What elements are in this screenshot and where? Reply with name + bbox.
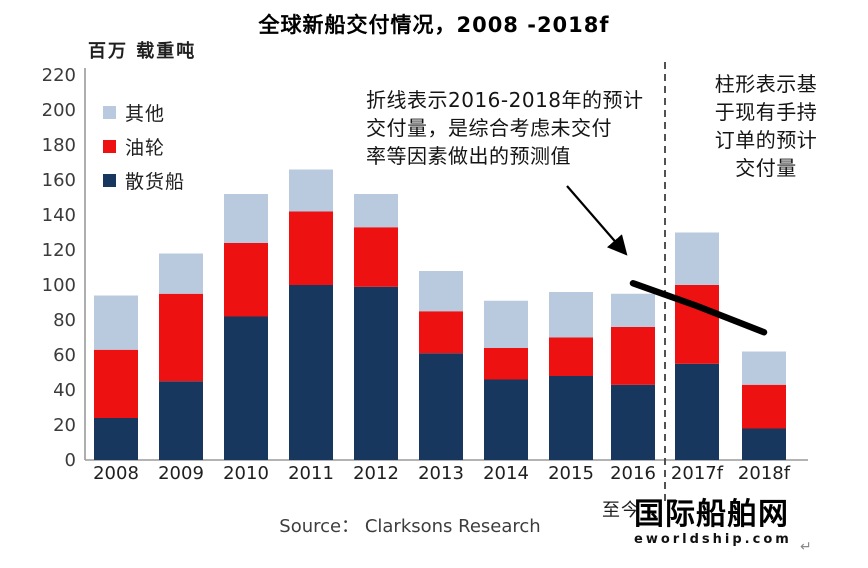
legend-label: 散货船 xyxy=(125,170,186,193)
bar-segment-散货船-2013 xyxy=(419,353,463,460)
to-date-label: 至今 xyxy=(602,500,640,521)
forecast-bar-annotation: 柱形表示基 于现有手持 订单的预计 交付量 xyxy=(714,72,818,180)
x-tick-label: 2012 xyxy=(353,463,399,484)
x-tick-label: 2009 xyxy=(158,463,204,484)
x-tick-label: 2015 xyxy=(548,463,594,484)
bar-segment-其他-2018f xyxy=(742,351,786,385)
x-tick-label: 2016 xyxy=(610,463,656,484)
bar-segment-散货船-2015 xyxy=(549,376,593,460)
bar-segment-散货船-2011 xyxy=(289,285,333,460)
legend-label: 其他 xyxy=(125,102,166,125)
bar-segment-其他-2016 xyxy=(611,293,655,327)
bar-segment-散货船-2016 xyxy=(611,384,655,460)
bar-segment-其他-2010 xyxy=(224,194,268,243)
bar-segment-油轮-2015 xyxy=(549,337,593,376)
bar-segment-油轮-2011 xyxy=(289,211,333,285)
bar-segment-油轮-2014 xyxy=(484,348,528,380)
legend-item-2: 油轮 xyxy=(103,129,185,163)
x-tick-label: 2010 xyxy=(223,463,269,484)
bar-segment-油轮-2009 xyxy=(159,293,203,382)
chart-title: 全球新船交付情况，2008 -2018f xyxy=(258,13,610,37)
y-tick-label: 20 xyxy=(53,415,76,436)
bar-segment-其他-2011 xyxy=(289,169,333,212)
bar-segment-散货船-2014 xyxy=(484,379,528,460)
bar-segment-散货船-2008 xyxy=(94,418,138,460)
watermark-cn-text: 国际船舶网 xyxy=(634,497,789,532)
bar-segment-油轮-2018f xyxy=(742,384,786,429)
bar-segment-油轮-2017f xyxy=(675,285,719,364)
watermark-en-text: eworldship.com xyxy=(634,532,792,547)
bar-segment-油轮-2010 xyxy=(224,243,268,317)
y-tick-label: 40 xyxy=(53,380,76,401)
legend-label: 油轮 xyxy=(125,136,166,159)
y-tick-label: 160 xyxy=(42,170,76,191)
bar-segment-散货船-2009 xyxy=(159,381,203,460)
x-tick-label: 2008 xyxy=(93,463,139,484)
x-tick-label: 2011 xyxy=(288,463,334,484)
bar-segment-散货船-2017f xyxy=(675,363,719,460)
legend: 其他 油轮 散货船 xyxy=(103,95,185,197)
bar-segment-其他-2017f xyxy=(675,232,719,285)
legend-swatch xyxy=(103,173,116,187)
y-tick-label: 120 xyxy=(42,240,76,261)
x-tick-label: 2013 xyxy=(418,463,464,484)
x-tick-label: 2018f xyxy=(738,463,791,484)
return-mark: ↵ xyxy=(800,539,812,555)
y-tick-label: 100 xyxy=(42,275,76,296)
watermark-logo: 国际船舶网 eworldship.com xyxy=(634,497,860,547)
y-tick-label: 60 xyxy=(53,345,76,366)
bar-segment-油轮-2012 xyxy=(354,227,398,287)
y-tick-label: 200 xyxy=(42,100,76,121)
forecast-line-annotation: 折线表示2016-2018年的预计 交付量，是综合考虑未交付 率等因素做出的预测… xyxy=(366,88,644,168)
y-tick-label: 220 xyxy=(42,65,76,86)
bar-segment-油轮-2008 xyxy=(94,349,138,418)
y-tick-label: 180 xyxy=(42,135,76,156)
bar-segment-其他-2012 xyxy=(354,194,398,228)
bar-segment-其他-2014 xyxy=(484,300,528,348)
bar-segment-油轮-2013 xyxy=(419,311,463,354)
bar-segment-散货船-2018f xyxy=(742,428,786,460)
source-credit: Source： Clarksons Research xyxy=(279,516,541,537)
bar-segment-其他-2008 xyxy=(94,295,138,350)
bar-segment-散货船-2012 xyxy=(354,286,398,460)
forecast-trend-line xyxy=(629,280,768,336)
legend-item-1: 其他 xyxy=(103,95,185,129)
y-axis-unit-label: 百万 载重吨 xyxy=(88,41,197,62)
legend-item-3: 散货船 xyxy=(103,163,185,197)
legend-swatch xyxy=(103,139,116,153)
y-tick-label: 140 xyxy=(42,205,76,226)
x-tick-label: 2017f xyxy=(671,463,724,484)
x-tick-label: 2014 xyxy=(483,463,529,484)
y-tick-label: 0 xyxy=(65,450,76,471)
bar-segment-其他-2013 xyxy=(419,271,463,312)
bar-segment-其他-2015 xyxy=(549,292,593,338)
legend-swatch xyxy=(103,105,116,119)
annotation-arrow xyxy=(566,185,628,256)
bar-segment-散货船-2010 xyxy=(224,316,268,460)
y-tick-label: 80 xyxy=(53,310,76,331)
bar-segment-油轮-2016 xyxy=(611,327,655,385)
bar-segment-其他-2009 xyxy=(159,253,203,294)
